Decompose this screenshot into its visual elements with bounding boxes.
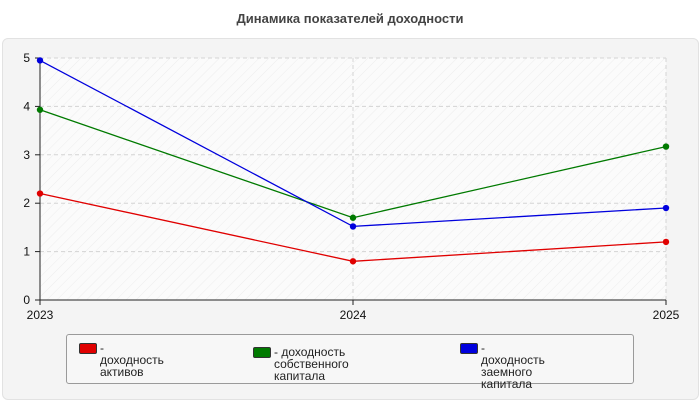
x-tick-label: 2024: [340, 308, 367, 322]
chart-legend: - доходность активов - доходность собств…: [66, 334, 634, 390]
legend-swatch-debt: [460, 343, 478, 354]
legend-label-assets: - доходность активов: [100, 341, 164, 379]
legend-label-equity: - доходность собственного капитала: [274, 345, 349, 383]
data-point-s0-0: [36, 190, 44, 197]
legend-swatch-equity: [253, 347, 271, 358]
data-point-s2-2: [662, 204, 670, 212]
y-tick-label: 0: [23, 293, 30, 307]
y-tick-label: 1: [23, 245, 30, 259]
data-point-s0-2: [662, 238, 670, 246]
y-tick-label: 3: [23, 148, 30, 162]
y-tick-label: 5: [23, 51, 30, 65]
data-point-s2-1: [349, 223, 357, 230]
tick-labels: 0 1 2 3 4 5 2023 2024 2025: [23, 51, 679, 322]
data-point-s1-0: [36, 106, 44, 113]
data-point-s2-0: [36, 57, 44, 64]
legend-swatch-assets: [79, 343, 97, 354]
y-tick-label: 4: [23, 99, 30, 113]
series-lines: [36, 57, 670, 265]
x-tick-label: 2025: [653, 308, 680, 322]
data-point-s1-2: [662, 143, 670, 150]
chart-title: Динамика показателей доходности: [236, 11, 464, 26]
y-tick-label: 2: [23, 196, 30, 210]
axes: [35, 57, 667, 305]
data-point-s0-1: [349, 258, 357, 265]
x-tick-label: 2023: [27, 308, 54, 322]
legend-label-debt: - доходность заемного капитала: [481, 341, 545, 391]
data-point-s1-1: [349, 214, 357, 221]
